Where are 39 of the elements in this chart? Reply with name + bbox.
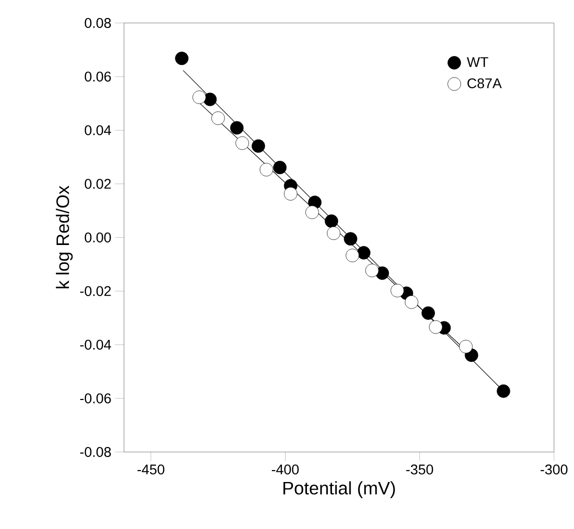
point xyxy=(324,214,338,228)
point xyxy=(357,246,370,260)
point xyxy=(211,111,225,125)
point xyxy=(273,160,287,174)
y-tick-label: 0.04 xyxy=(84,125,112,136)
x-tick-label: -350 xyxy=(406,464,434,474)
x-axis-title: Potential (mV) xyxy=(283,481,395,498)
point xyxy=(429,320,442,334)
point xyxy=(175,52,188,66)
point xyxy=(390,284,404,298)
point xyxy=(305,206,319,219)
x-tick-label: -450 xyxy=(137,464,164,474)
y-tick-label: 0.08 xyxy=(84,18,111,28)
x-tick-label: -400 xyxy=(272,464,299,474)
point xyxy=(236,136,249,150)
point xyxy=(260,162,274,176)
point xyxy=(284,187,298,200)
y-tick-label: -0.08 xyxy=(80,447,111,457)
x-tick-label: -300 xyxy=(540,464,568,474)
point xyxy=(252,139,266,153)
point xyxy=(203,92,217,106)
point xyxy=(326,226,340,240)
point xyxy=(365,264,379,278)
y-tick-label: 0.00 xyxy=(84,232,111,242)
point xyxy=(404,295,418,309)
y-tick-label: 0.06 xyxy=(84,72,111,82)
point xyxy=(192,90,206,104)
y-tick-label: 0.02 xyxy=(84,178,111,189)
point xyxy=(344,232,358,246)
point xyxy=(230,121,244,135)
legend-label: C87A xyxy=(467,78,502,88)
y-tick-label: -0.02 xyxy=(80,286,111,296)
y-tick-label: -0.04 xyxy=(80,340,112,350)
y-tick-label: -0.06 xyxy=(80,393,111,404)
point xyxy=(422,306,435,320)
point xyxy=(459,340,473,354)
point xyxy=(496,384,510,398)
y-axis-title: k log Red/Ox xyxy=(56,186,73,288)
legend-label: WT xyxy=(466,57,488,67)
